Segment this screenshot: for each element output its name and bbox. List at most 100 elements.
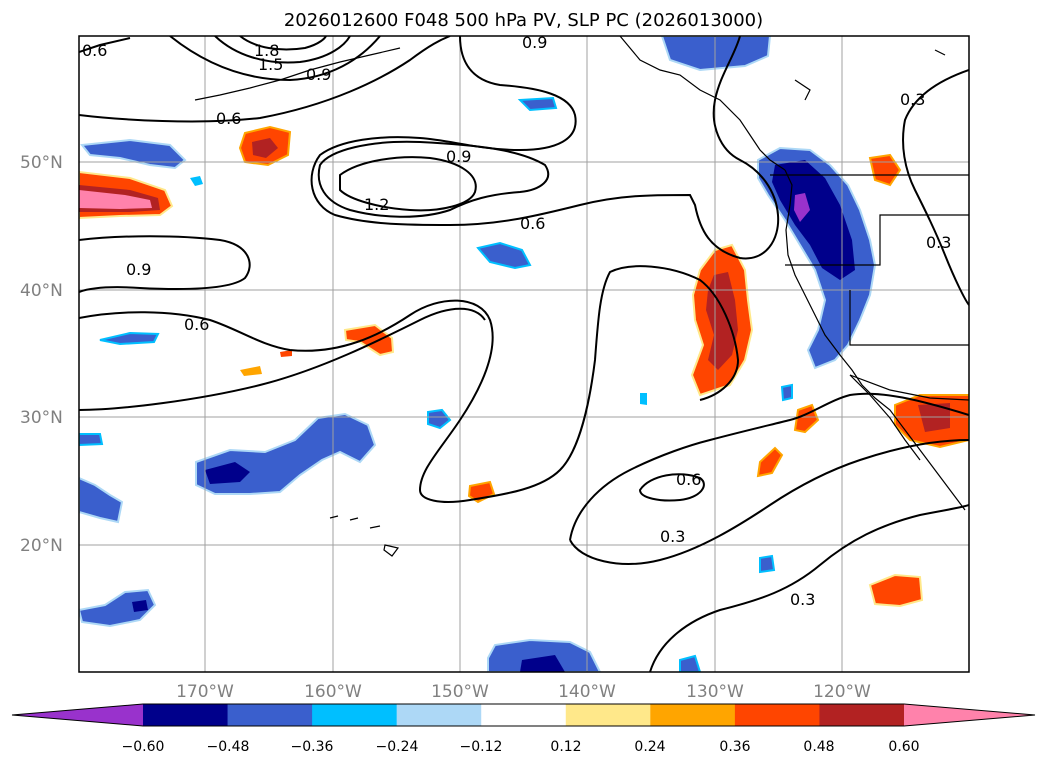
colorbar-tick-label: −0.36 [291,739,334,755]
contour-label: 0.6 [184,315,209,334]
latitude-labels: 50°N 40°N 30°N 20°N [20,153,63,556]
lat-label: 50°N [20,153,63,173]
pos-anomaly-region [240,366,262,376]
pos-anomaly-region [280,350,292,357]
colorbar-segment [565,704,651,726]
neg-anomaly-region [99,331,160,346]
contour-label: 1.8 [254,41,279,60]
pos-anomaly-region [252,138,278,158]
neg-anomaly-region [759,554,776,574]
neg-anomaly-region [79,588,157,628]
lat-label: 40°N [20,281,63,301]
contour-label: 0.9 [126,260,151,279]
pos-anomaly-region [868,573,924,608]
colorbar-tick-label: −0.48 [207,739,250,755]
map-panel: 0.6 1.8 1.5 0.9 0.9 0.6 0.9 1.2 0.6 0.9 … [79,33,969,672]
colorbar-segment [396,704,482,726]
contour-label: 0.9 [522,33,547,52]
lon-label: 140°W [558,682,616,702]
colorbar-tick-label: −0.24 [376,739,419,755]
contour-label: 0.3 [926,233,951,252]
colorbar-segment [650,704,736,726]
contour-line [569,392,969,541]
contour-line [569,439,969,565]
neg-anomaly-region [79,476,124,524]
neg-anomaly-region [80,138,187,170]
contour-label: 0.3 [790,590,815,609]
neg-anomaly-region [679,654,702,672]
coast-fragment [794,79,811,101]
hawaii-islands [329,515,400,557]
neg-anomaly-region [520,655,565,672]
alaska-coast [619,36,786,171]
contour-label: 0.6 [520,214,545,233]
neg-anomaly-region [794,193,810,222]
contour-line [317,140,550,218]
contour-line [310,36,780,260]
colorbar-labels: −0.60 −0.48 −0.36 −0.24 −0.12 0.12 0.24 0.36 0.4… [122,739,920,755]
colorbar-tick-label: −0.60 [122,739,165,755]
colorbar-extend-right [904,704,1035,726]
colorbar-segment [143,704,229,726]
neg-anomaly-region [772,160,855,280]
lat-label: 20°N [20,536,63,556]
contour-label: 0.6 [82,41,107,60]
neg-anomaly-region [190,176,203,186]
lon-label: 160°W [304,682,362,702]
contour-line [79,37,131,53]
neg-anomaly-region [780,383,793,402]
contour-line [79,36,451,123]
colorbar-tick-label: 0.24 [634,739,665,755]
contour-line [239,36,327,51]
neg-anomaly-region [476,241,532,270]
lat-label: 30°N [20,408,63,428]
contour-line [169,36,381,82]
colorbar [11,703,1036,727]
contour-line [649,504,969,672]
colorbar-segment [481,704,567,726]
neg-anomaly-region [79,433,104,447]
contour-labels: 0.6 1.8 1.5 0.9 0.9 0.6 0.9 1.2 0.6 0.9 … [82,33,951,609]
colorbar-tick-label: 0.48 [803,739,834,755]
contour-line [79,307,486,411]
pos-anomaly-region [756,446,784,478]
pos-anomaly-region [706,272,738,370]
us-mexico-border [849,374,969,401]
colorbar-extend-left [12,704,143,726]
coast-fragment [934,49,946,56]
neg-anomaly-region [487,638,602,672]
lon-label: 150°W [431,682,489,702]
neg-anomaly-region [517,96,558,112]
lon-label: 130°W [686,682,744,702]
na-west-coast [784,169,966,511]
map-title: 2026012600 F048 500 hPa PV, SLP PC (2026… [283,10,764,31]
aleutian-islands [194,47,401,101]
contour-label: 0.6 [216,109,241,128]
us-state-border [849,290,969,346]
slp-contours [79,36,969,672]
colorbar-tick-label: 0.36 [719,739,750,755]
colorbar-segment [227,704,313,726]
neg-anomaly-region [660,36,772,72]
contour-line [214,36,351,64]
colorbar-segment [819,704,905,726]
colorbar-tick-label: −0.12 [460,739,503,755]
contour-label: 0.6 [676,470,701,489]
longitude-labels: 170°W 160°W 150°W 140°W 130°W 120°W [176,682,871,702]
neg-anomaly-region [205,462,250,484]
graticule [79,36,969,672]
contour-label: 0.9 [306,65,331,84]
lon-label: 120°W [813,682,871,702]
neg-anomaly-region [132,600,148,612]
neg-anomaly-region [427,408,452,430]
neg-anomaly-region [640,393,647,405]
contour-label: 1.2 [364,195,389,214]
contour-label: 1.5 [258,55,283,74]
contour-line [339,156,477,212]
colorbar-tick-label: 0.60 [888,739,919,755]
contour-line [79,265,740,503]
colorbar-outline [11,703,1036,727]
colorbar-segment [312,704,398,726]
contour-label: 0.3 [660,527,685,546]
coastlines [194,36,969,557]
